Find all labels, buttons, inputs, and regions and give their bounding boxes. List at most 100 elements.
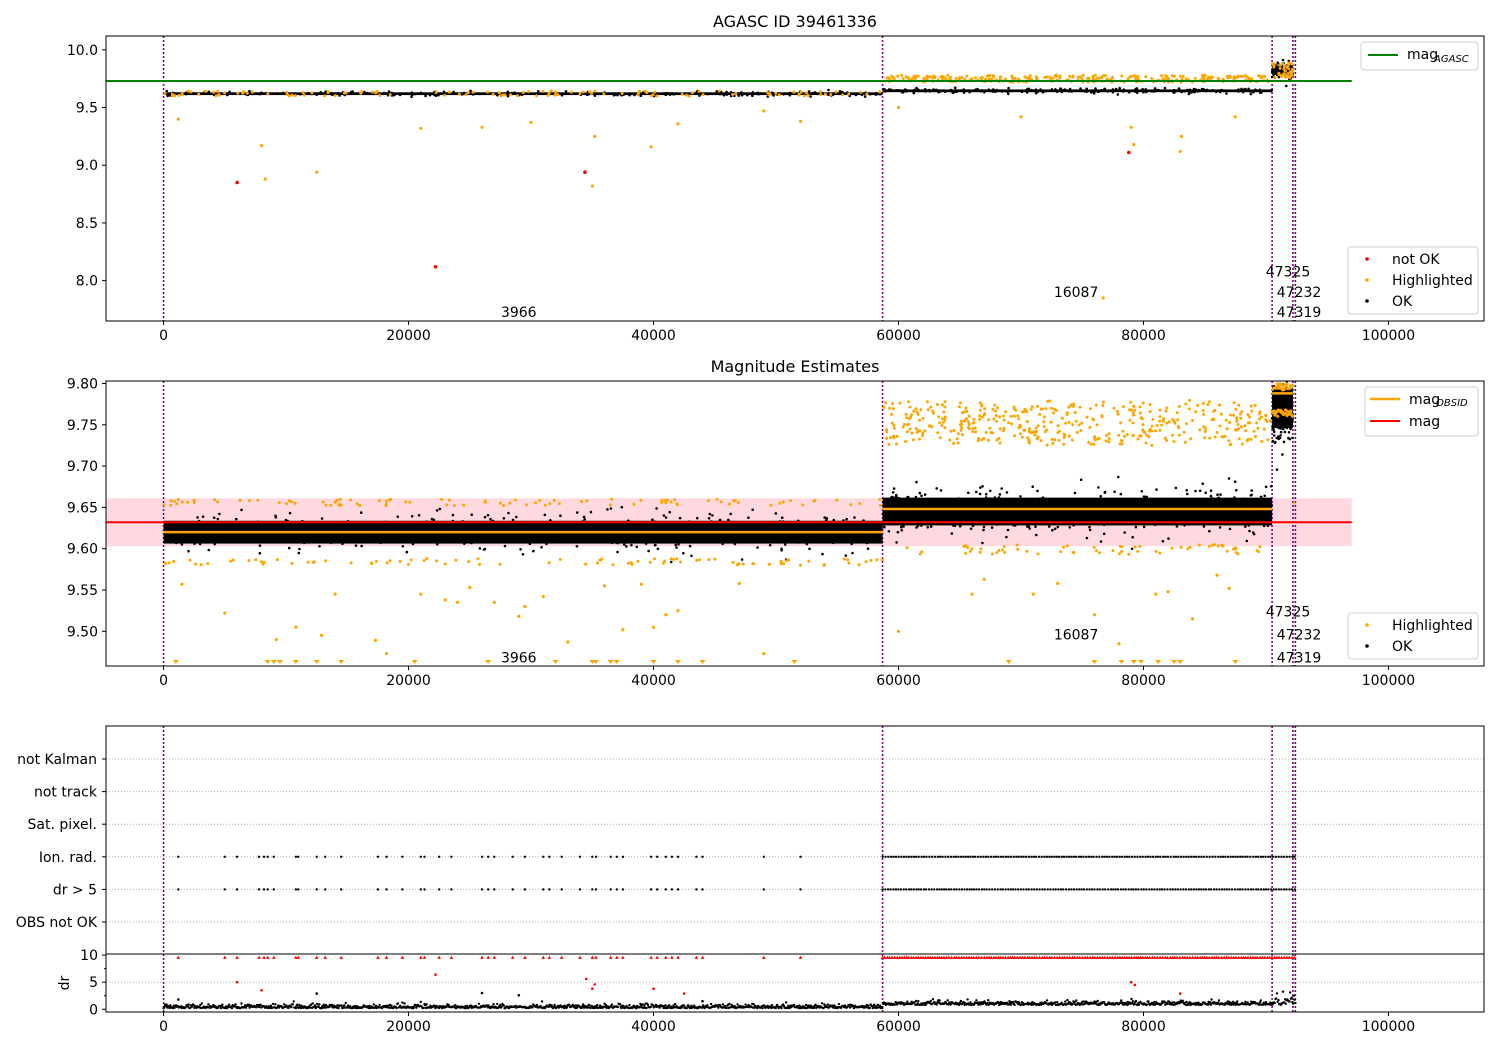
highlighted-outlier xyxy=(566,640,570,644)
flag-point xyxy=(1208,855,1211,858)
highlighted-point xyxy=(260,560,263,564)
flag-point xyxy=(942,888,946,891)
highlighted-point xyxy=(1258,545,1262,549)
highlighted-point xyxy=(892,434,896,438)
dr-point xyxy=(721,1003,725,1006)
flag-point xyxy=(1267,888,1270,891)
ok-point xyxy=(1053,527,1057,531)
flag-point xyxy=(1017,855,1020,858)
ok-point xyxy=(1275,357,1278,360)
highlighted-point xyxy=(980,404,984,408)
ok-point xyxy=(879,92,883,96)
ok-point xyxy=(431,528,435,532)
dr-point xyxy=(1246,1001,1249,1004)
dr-capped-marker xyxy=(911,955,916,959)
highlighted-outlier xyxy=(541,595,545,599)
highlighted-point xyxy=(1197,543,1201,547)
dr-point xyxy=(618,1003,622,1006)
ok-point xyxy=(745,535,748,538)
flag-point xyxy=(1288,888,1291,891)
highlighted-point xyxy=(1254,435,1257,438)
highlighted-point xyxy=(983,407,987,411)
ok-point xyxy=(956,510,959,513)
ok-point xyxy=(891,491,895,494)
dr-point xyxy=(1006,1001,1009,1004)
ok-point xyxy=(946,512,949,515)
highlighted-point xyxy=(960,426,964,430)
highlighted-point xyxy=(1056,424,1060,428)
highlighted-point xyxy=(919,408,923,412)
ok-point xyxy=(1250,497,1253,501)
dr-point xyxy=(776,1003,779,1007)
obsid-annotation: 47319 xyxy=(1277,651,1322,667)
ok-point xyxy=(229,540,232,544)
flag-point xyxy=(988,888,991,891)
highlighted-point xyxy=(1188,398,1192,402)
highlighted-point xyxy=(1002,429,1005,433)
dr-point xyxy=(873,1003,876,1006)
ok-point xyxy=(1254,513,1258,516)
ok-point xyxy=(452,90,456,94)
ok-point xyxy=(662,528,666,531)
ok-point xyxy=(511,518,515,522)
highlighted-point xyxy=(1258,417,1262,421)
dr-point xyxy=(1060,1001,1063,1004)
ok-point xyxy=(1056,525,1060,529)
dr-capped-marker xyxy=(492,955,497,959)
flag-point xyxy=(1262,888,1265,891)
highlighted-point xyxy=(1071,423,1075,427)
ok-point xyxy=(1113,490,1116,494)
dr-point xyxy=(804,1003,808,1007)
dr-point xyxy=(340,1004,343,1007)
ok-point xyxy=(1150,90,1153,93)
flag-point xyxy=(1101,855,1104,858)
flag-point xyxy=(1109,888,1113,891)
ok-point xyxy=(1279,427,1282,430)
ok-point xyxy=(927,511,930,514)
ok-point xyxy=(915,526,918,529)
x-tick-label: 60000 xyxy=(876,328,921,344)
highlighted-point xyxy=(342,91,346,95)
dr-point xyxy=(1147,1000,1150,1003)
ok-point xyxy=(346,533,350,536)
highlighted-point xyxy=(1048,399,1052,403)
ok-point xyxy=(1283,430,1287,434)
dr-point xyxy=(492,1003,495,1006)
dr-point xyxy=(881,1006,884,1010)
highlighted-point xyxy=(374,559,378,563)
dr-point xyxy=(628,1003,631,1007)
ok-point xyxy=(1178,510,1182,513)
dr-capped-marker xyxy=(895,955,900,959)
dr-point xyxy=(324,1003,328,1007)
ok-point xyxy=(582,539,586,542)
ok-point xyxy=(515,515,518,519)
highlighted-point xyxy=(1273,75,1277,79)
ok-point xyxy=(324,90,328,93)
ok-point xyxy=(1103,491,1107,494)
highlighted-point xyxy=(1232,413,1236,417)
highlighted-outlier xyxy=(419,126,423,130)
highlighted-point xyxy=(1279,408,1282,412)
flag-point xyxy=(257,855,261,858)
ok-point xyxy=(1279,430,1283,434)
dr-point xyxy=(200,1002,203,1005)
ok-point xyxy=(436,527,439,531)
ok-point xyxy=(320,517,324,520)
highlighted-point xyxy=(349,498,353,502)
ok-point xyxy=(644,542,648,545)
flag-point xyxy=(578,855,582,858)
ok-point xyxy=(483,547,487,551)
ok-point xyxy=(1248,517,1251,520)
ok-point xyxy=(614,93,618,97)
highlighted-point xyxy=(1015,543,1019,547)
flag-point xyxy=(1246,855,1249,858)
ok-point xyxy=(901,518,904,521)
flag-point xyxy=(1002,855,1005,858)
legend-mag-label: mag xyxy=(1409,414,1440,430)
ok-point xyxy=(1047,525,1051,528)
ok-point xyxy=(695,516,699,520)
ok-point xyxy=(914,495,918,499)
ok-point xyxy=(862,519,865,522)
ok-point xyxy=(482,522,486,526)
highlighted-point xyxy=(878,504,882,507)
